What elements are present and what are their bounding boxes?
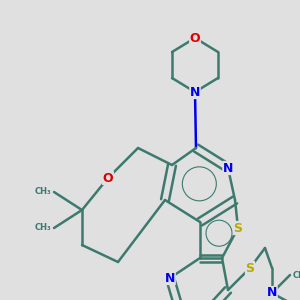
Text: O: O [103,172,113,184]
Text: O: O [190,32,200,44]
Text: N: N [190,85,200,98]
Text: N: N [223,161,233,175]
Text: N: N [165,272,175,284]
Text: S: S [233,221,242,235]
Text: S: S [245,262,254,275]
Text: N: N [267,286,277,299]
Text: CH₃: CH₃ [34,188,51,196]
Text: CH₃: CH₃ [34,224,51,232]
Text: CH₃: CH₃ [293,271,300,280]
